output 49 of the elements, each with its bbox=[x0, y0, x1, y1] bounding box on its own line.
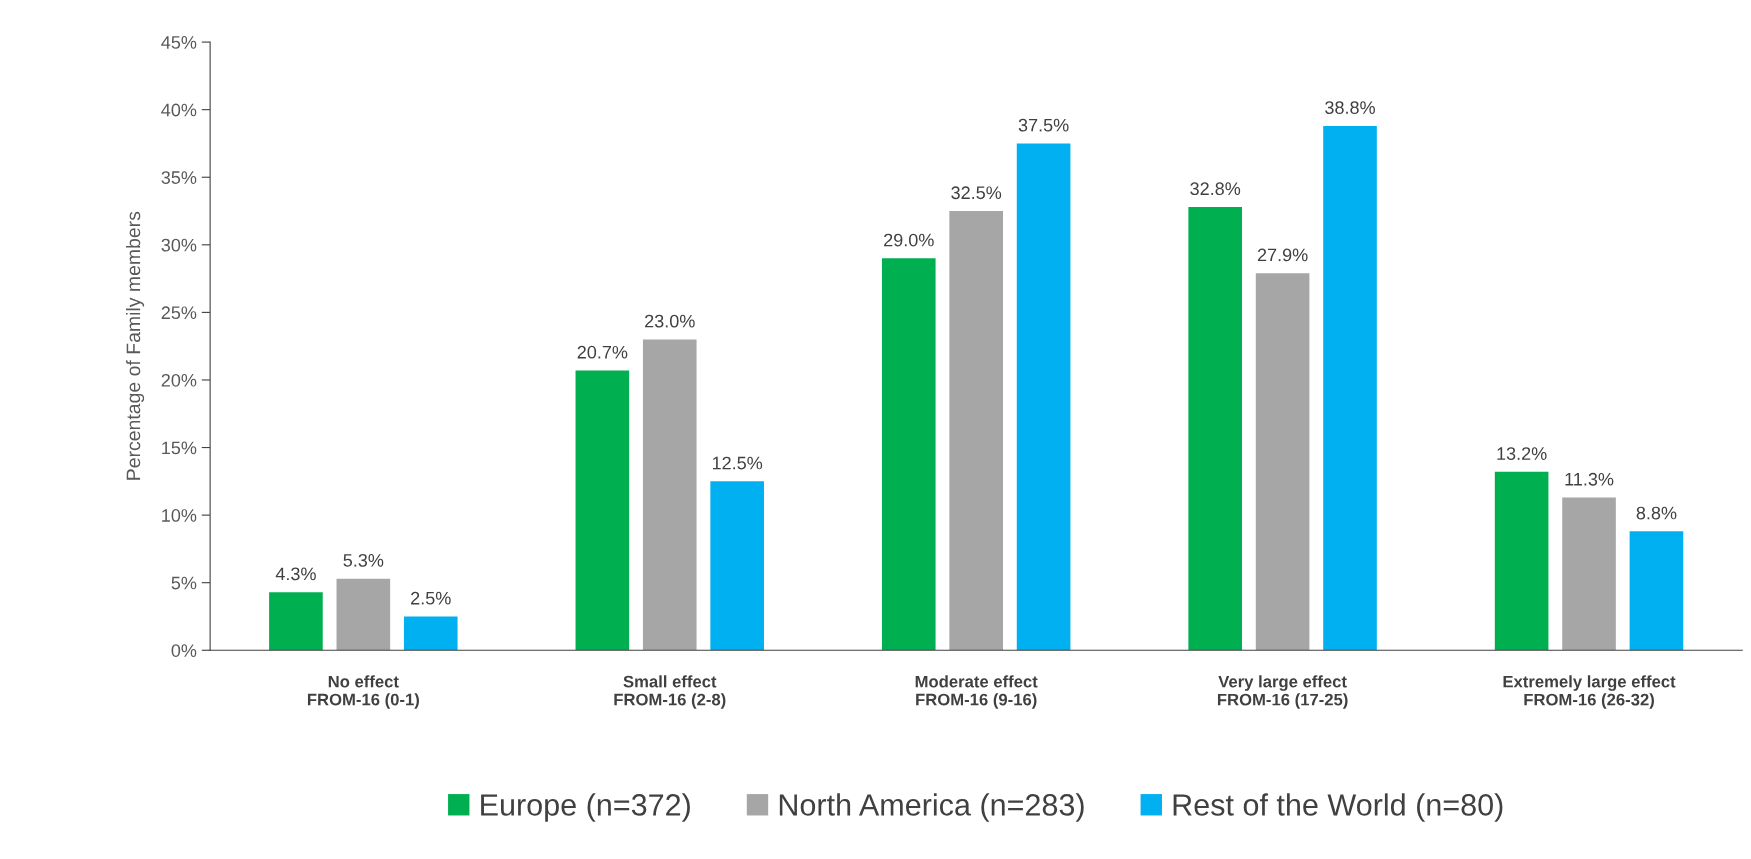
x-tick-label: Moderate effect FROM-16 (9-16) bbox=[915, 675, 1038, 709]
bar bbox=[1629, 531, 1684, 651]
data-label: 32.8% bbox=[1190, 182, 1241, 196]
y-tick-label: 5% bbox=[171, 576, 197, 590]
y-tick-label: 15% bbox=[162, 441, 197, 455]
bar bbox=[1016, 143, 1071, 651]
x-tick-label: Small effect FROM-16 (2-8) bbox=[614, 675, 726, 709]
bar bbox=[1562, 497, 1616, 651]
bar bbox=[575, 370, 630, 651]
y-tick-label: 45% bbox=[161, 36, 197, 49]
data-label: 27.9% bbox=[1257, 248, 1308, 262]
y-tick-label: 35% bbox=[161, 171, 197, 184]
bar bbox=[1494, 471, 1549, 651]
bar bbox=[642, 339, 697, 651]
data-label: 29.0% bbox=[884, 233, 934, 247]
data-label: 2.5% bbox=[411, 591, 451, 605]
data-label: 23.0% bbox=[645, 314, 695, 328]
y-tick-label: 30% bbox=[161, 238, 197, 252]
data-label: 5.3% bbox=[343, 553, 384, 567]
bar bbox=[1323, 125, 1377, 651]
x-tick-label: Very large effect FROM-16 (17-25) bbox=[1217, 675, 1348, 709]
data-label: 8.8% bbox=[1636, 506, 1677, 520]
legend-label: Europe (n=372) bbox=[481, 793, 690, 822]
y-axis-title: Percentage of Family members bbox=[126, 211, 145, 480]
bar bbox=[1255, 273, 1310, 651]
data-label: 37.5% bbox=[1018, 118, 1069, 132]
bar bbox=[881, 258, 936, 651]
y-tick-label: 40% bbox=[161, 103, 197, 117]
bar bbox=[949, 211, 1003, 651]
bar bbox=[403, 616, 458, 651]
legend-label: Rest of the World (n=80) bbox=[1173, 793, 1503, 822]
data-label: 32.5% bbox=[951, 186, 1002, 200]
bar bbox=[1188, 206, 1243, 651]
bar bbox=[269, 592, 323, 651]
y-tick-label: 10% bbox=[162, 509, 197, 522]
legend-label: North America (n=283) bbox=[779, 793, 1084, 822]
data-label: 11.3% bbox=[1565, 472, 1614, 486]
data-label: 4.3% bbox=[275, 567, 316, 581]
y-tick-label: 0% bbox=[171, 644, 197, 657]
x-tick-label: No effect FROM-16 (0-1) bbox=[307, 675, 419, 709]
bar bbox=[710, 481, 764, 651]
x-tick-label: Extremely large effect FROM-16 (26-32) bbox=[1503, 675, 1676, 709]
y-tick-label: 25% bbox=[161, 306, 197, 320]
bar bbox=[336, 578, 391, 651]
data-label: 13.2% bbox=[1497, 447, 1547, 460]
y-tick-label: 20% bbox=[161, 373, 197, 387]
data-label: 20.7% bbox=[577, 345, 628, 359]
data-label: 38.8% bbox=[1325, 101, 1375, 114]
data-label: 12.5% bbox=[712, 456, 763, 470]
